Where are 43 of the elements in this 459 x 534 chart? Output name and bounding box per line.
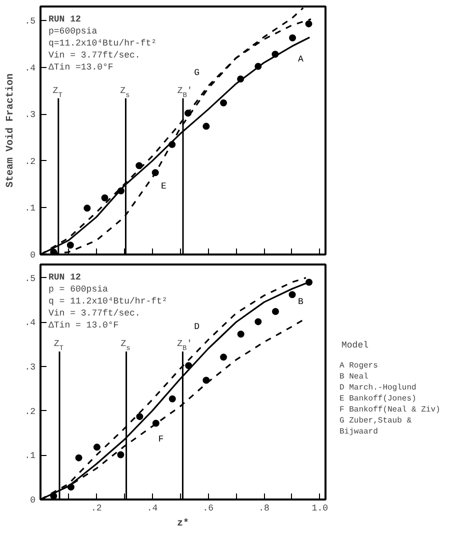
annotation: p = 600psia (48, 284, 109, 294)
x-tick-label: .6 (202, 504, 214, 514)
y-tick-label: 0 (30, 496, 36, 506)
y-tick-label: .3 (24, 362, 36, 372)
text: Bijwaard (340, 428, 378, 436)
y-tick-label: .4 (24, 63, 36, 74)
series-label: B (298, 296, 304, 307)
series-label: G (194, 68, 200, 78)
text: A Rogers (340, 362, 378, 370)
text: Model (342, 340, 369, 350)
x-tick-label: .4 (146, 504, 158, 514)
y-tick-label: 0 (30, 250, 36, 260)
text: G Zuber,Staub & (340, 416, 412, 426)
y-tick-label: .4 (24, 318, 36, 328)
series-label: D (194, 322, 200, 332)
annotation: Vin = 3.77ft/sec. (48, 308, 140, 318)
annotation: RUN 12 (48, 14, 81, 24)
x-tick-label: .2 (90, 504, 102, 514)
x-tick-label: 1.0 (312, 504, 328, 514)
series-label: A (298, 54, 304, 64)
y-tick-label: .1 (24, 204, 36, 214)
y-axis-title: Steam Void Fraction (4, 73, 17, 188)
series-label: F (158, 434, 164, 444)
y-tick-label: .1 (24, 451, 36, 462)
y-tick-label: .2 (24, 156, 36, 167)
text: B Neal (340, 372, 369, 382)
text: D March.-Hoglund (340, 384, 417, 392)
text: F Bankoff(Neal & Ziv) (340, 406, 440, 414)
y-tick-label: .5 (24, 16, 36, 27)
annotation: q=11.2x10⁴Btu/hr-ft² (48, 38, 157, 48)
y-tick-label: .5 (24, 274, 36, 284)
text: E Bankoff(Jones) (340, 394, 416, 404)
annotation: ΔTin =13.0°F (48, 62, 114, 72)
series-label: E (161, 182, 166, 192)
x-tick-label: .8 (258, 504, 270, 514)
annotation: Vin = 3.77ft/sec. (48, 50, 140, 60)
annotation: ΔTin = 13.0°F (48, 320, 119, 330)
x-axis-title: z* (177, 518, 190, 530)
annotation: p=600psia (48, 26, 98, 36)
y-tick-label: .2 (24, 406, 36, 417)
y-tick-label: .3 (24, 110, 36, 120)
annotation: q = 11.2x10⁴Btu/hr-ft² (48, 296, 168, 306)
annotation: RUN 12 (48, 272, 81, 282)
